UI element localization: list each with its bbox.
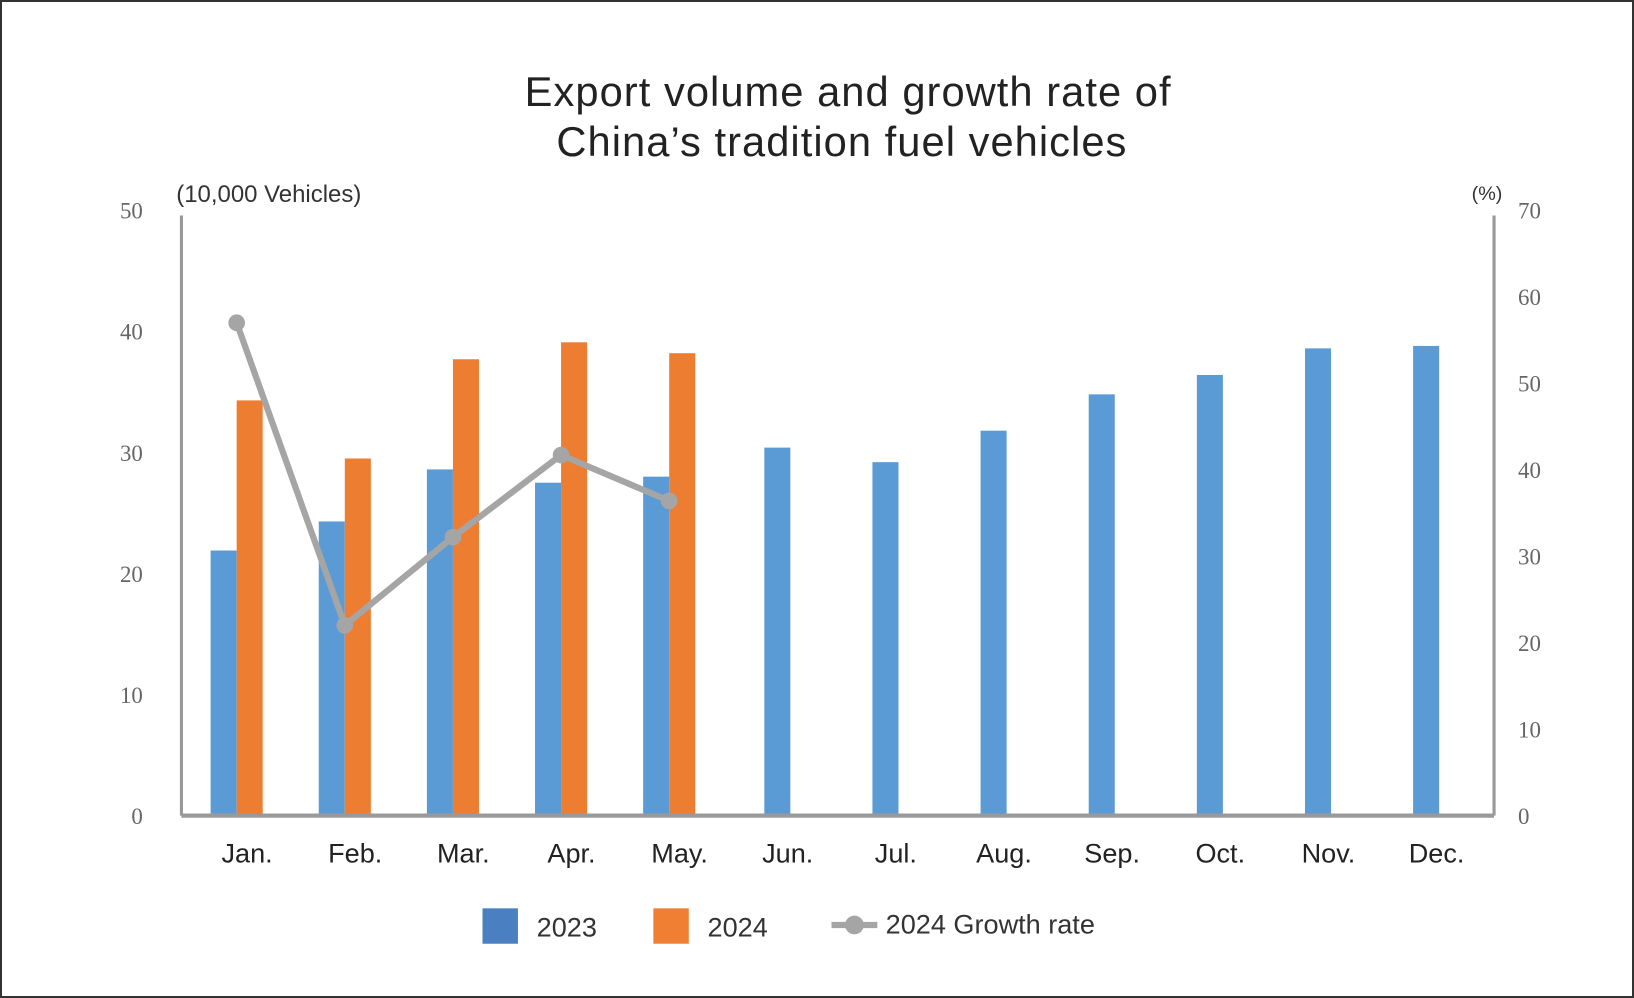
right-tick-label: 30 (1518, 545, 1541, 570)
bar-2023-jan (210, 550, 237, 816)
legend-marker-growth (845, 915, 864, 935)
bar-2023-jun (764, 447, 791, 816)
growth-rate-point-feb (336, 617, 354, 634)
x-tick-label: Jun. (762, 837, 813, 868)
bar-2023-jul (872, 462, 899, 816)
x-tick-label: Mar. (437, 837, 490, 868)
x-tick-label: Nov. (1302, 837, 1356, 868)
left-tick-label: 10 (120, 683, 143, 708)
x-tick-label: Oct. (1195, 837, 1245, 868)
left-tick-label: 0 (131, 804, 142, 829)
growth-rate-point-jan (228, 314, 245, 332)
left-tick-label: 20 (120, 562, 143, 587)
bar-2024-jan (236, 400, 263, 816)
right-tick-label: 40 (1518, 458, 1541, 483)
legend-label-growth: 2024 Growth rate (886, 908, 1095, 939)
legend-label-2024: 2024 (708, 911, 768, 942)
legend-swatch-2023 (482, 908, 518, 944)
legend-label-2023: 2023 (537, 911, 597, 942)
chart-title-line-2: China’s tradition fuel vehicles (556, 118, 1127, 165)
left-tick-label: 50 (120, 199, 143, 224)
bar-2024-mar (452, 359, 479, 816)
bar-2024-may (669, 353, 696, 816)
right-axis-unit: (%) (1472, 183, 1503, 205)
right-tick-label: 60 (1518, 285, 1541, 310)
x-tick-label: May. (651, 837, 708, 868)
bar-2023-oct (1196, 374, 1223, 816)
bar-2023-dec (1413, 345, 1440, 816)
growth-rate-point-apr (552, 446, 570, 464)
legend: 2023 2024 2024 Growth rate (482, 908, 1095, 944)
bar-2023-sep (1088, 394, 1115, 816)
bar-2024-apr (561, 342, 588, 816)
right-tick-label: 20 (1518, 631, 1541, 656)
bar-2023-may (643, 476, 670, 816)
bar-2023-nov (1304, 348, 1332, 816)
x-tick-label: Jan. (221, 837, 272, 868)
left-tick-label: 40 (120, 320, 143, 345)
right-tick-label: 10 (1518, 717, 1541, 742)
x-tick-label: Jul. (875, 837, 917, 868)
left-axis-unit: (10,000 Vehicles) (176, 181, 361, 208)
left-tick-label: 30 (120, 441, 143, 466)
right-tick-label: 0 (1518, 804, 1529, 829)
bar-2023-mar (426, 469, 453, 816)
x-tick-label: Dec. (1409, 837, 1465, 868)
right-tick-label: 70 (1518, 199, 1541, 224)
x-tick-label: Feb. (328, 837, 382, 868)
right-tick-label: 50 (1518, 372, 1541, 397)
growth-rate-point-may (660, 492, 678, 510)
legend-swatch-2024 (653, 908, 689, 944)
x-tick-label: Aug. (976, 837, 1032, 868)
bar-2024-feb (344, 458, 371, 816)
bar-2023-aug (980, 430, 1007, 816)
growth-rate-point-mar (444, 528, 462, 546)
x-tick-label: Apr. (547, 837, 595, 868)
chart-title-line-1: Export volume and growth rate of (525, 68, 1172, 115)
x-tick-label: Sep. (1084, 837, 1140, 868)
bar-2023-apr (535, 482, 562, 816)
